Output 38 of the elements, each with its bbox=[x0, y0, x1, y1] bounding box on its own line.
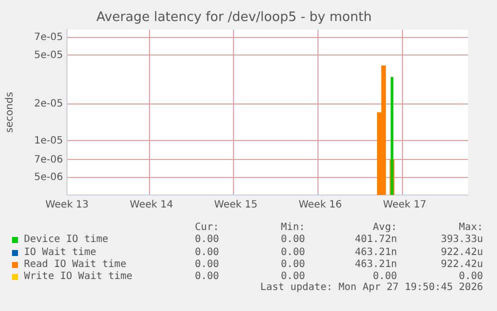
y-axis-title: seconds bbox=[4, 92, 16, 133]
text: 463.21n bbox=[354, 246, 397, 259]
x-tick-label: Week 13 bbox=[45, 200, 89, 211]
text: Last update: Mon Apr 27 19:50:45 2026 bbox=[260, 282, 483, 293]
x-tick-label: Week 17 bbox=[383, 200, 426, 211]
text: Max: bbox=[458, 222, 483, 234]
y-tick-label: 5e-05 bbox=[34, 50, 63, 61]
text: 0.00 bbox=[194, 234, 219, 247]
text: 0.00 bbox=[458, 271, 483, 282]
text: 0.00 bbox=[280, 234, 305, 247]
y-tick-label: 2e-05 bbox=[34, 98, 63, 110]
legend-label: Write IO Wait time bbox=[23, 271, 134, 284]
text: 0.00 bbox=[194, 246, 219, 259]
text: 463.21n bbox=[354, 258, 397, 272]
x-tick-label: Week 15 bbox=[214, 200, 258, 211]
x-tick-label: Week 14 bbox=[130, 200, 174, 211]
text: 0.00 bbox=[280, 271, 305, 282]
x-tick-label: Week 16 bbox=[298, 200, 342, 211]
y-tick-label: 7e-06 bbox=[34, 154, 63, 166]
text: 0.00 bbox=[280, 258, 305, 272]
legend-label: Read IO Wait time bbox=[23, 258, 128, 271]
text: Cur: bbox=[194, 222, 219, 234]
text: Min: bbox=[280, 222, 305, 234]
text: Avg: bbox=[372, 222, 397, 234]
text: 0.00 bbox=[194, 271, 219, 284]
text: 0.00 bbox=[372, 271, 397, 282]
text: 0.00 bbox=[280, 246, 305, 259]
legend-label: Device IO time bbox=[23, 234, 110, 247]
y-tick-label: 7e-05 bbox=[34, 32, 63, 43]
text: 401.72n bbox=[354, 234, 397, 247]
y-tick-label: 5e-06 bbox=[34, 172, 63, 184]
chart-title: Average latency for /dev/loop5 - by month bbox=[96, 10, 372, 26]
text: 922.42u bbox=[440, 258, 483, 272]
text: 393.33u bbox=[440, 234, 483, 247]
legend-label: IO Wait time bbox=[23, 246, 98, 259]
text: 0.00 bbox=[194, 258, 219, 272]
text: 922.42u bbox=[440, 246, 483, 259]
y-tick-label: 1e-05 bbox=[34, 135, 63, 146]
